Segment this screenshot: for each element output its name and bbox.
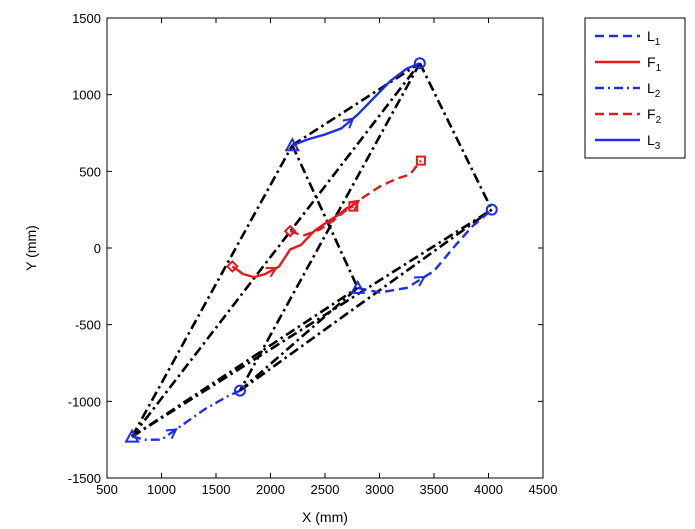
x-tick-label: 500 — [96, 482, 118, 497]
formation-line-5 — [291, 62, 421, 147]
start-marker-2 — [284, 137, 300, 152]
legend-label-F1: F1 — [647, 54, 662, 74]
axis-ticks: 500 1000 1500 2000 2500 3000 3500 4000 4500 -1500… — [68, 11, 558, 497]
formation-line-4 — [131, 208, 493, 438]
formation-line-6 — [291, 144, 359, 289]
x-tick-label: 1500 — [202, 482, 231, 497]
end-marker-4 — [348, 201, 359, 212]
y-tick-label: 500 — [79, 164, 101, 179]
x-tick-label: 3000 — [365, 482, 394, 497]
direction-arrow-L3 — [342, 117, 355, 129]
x-tick-label: 4500 — [529, 482, 558, 497]
end-marker-5 — [415, 155, 426, 166]
x-tick-label: 2500 — [311, 482, 340, 497]
y-axis-title: Y (mm) — [23, 225, 39, 271]
formation-line-8 — [238, 62, 421, 392]
y-tick-label: -1000 — [68, 394, 101, 409]
y-tick-label: 1500 — [72, 11, 101, 26]
end-marker-2 — [485, 203, 498, 216]
y-tick-label: 0 — [94, 241, 101, 256]
legend-label-L3: L3 — [647, 132, 661, 152]
start-marker-5 — [283, 224, 297, 238]
series-line-L1 — [357, 208, 493, 294]
direction-arrow-L1 — [413, 275, 426, 287]
legend-label-F2: F2 — [647, 106, 662, 126]
formation-line-7 — [418, 62, 493, 211]
start-marker-1 — [124, 428, 140, 443]
x-tick-label: 2000 — [256, 482, 285, 497]
marker-layer — [124, 57, 498, 443]
x-tick-label: 4000 — [474, 482, 503, 497]
x-tick-label: 1000 — [147, 482, 176, 497]
series-line-L2 — [131, 389, 241, 441]
legend-label-L1: L1 — [647, 28, 661, 48]
formation-line-2 — [131, 62, 421, 438]
x-axis-title: X (mm) — [302, 509, 348, 525]
direction-arrow-F1 — [265, 266, 278, 278]
series-line-L3 — [291, 62, 421, 147]
series-line-F2 — [289, 159, 422, 237]
x-tick-label: 3500 — [420, 482, 449, 497]
y-tick-label: -500 — [75, 318, 101, 333]
start-marker-4 — [225, 259, 239, 273]
legend-label-L2: L2 — [647, 80, 661, 100]
formation-line-9 — [239, 208, 493, 392]
y-tick-label: -1500 — [68, 471, 101, 486]
y-tick-label: 1000 — [72, 88, 101, 103]
start-marker-3 — [350, 279, 366, 294]
series-line-F1 — [231, 205, 354, 279]
formation-line-10 — [239, 286, 359, 392]
direction-arrow-L2 — [165, 428, 178, 440]
formation-lines — [130, 62, 493, 438]
legend: L1 F1 L2 F2 L3 — [584, 17, 686, 159]
end-marker-1 — [413, 57, 426, 70]
formation-line-1 — [130, 144, 294, 438]
series-layer — [131, 62, 493, 441]
end-marker-3 — [233, 384, 246, 397]
formation-line-3 — [131, 286, 359, 438]
